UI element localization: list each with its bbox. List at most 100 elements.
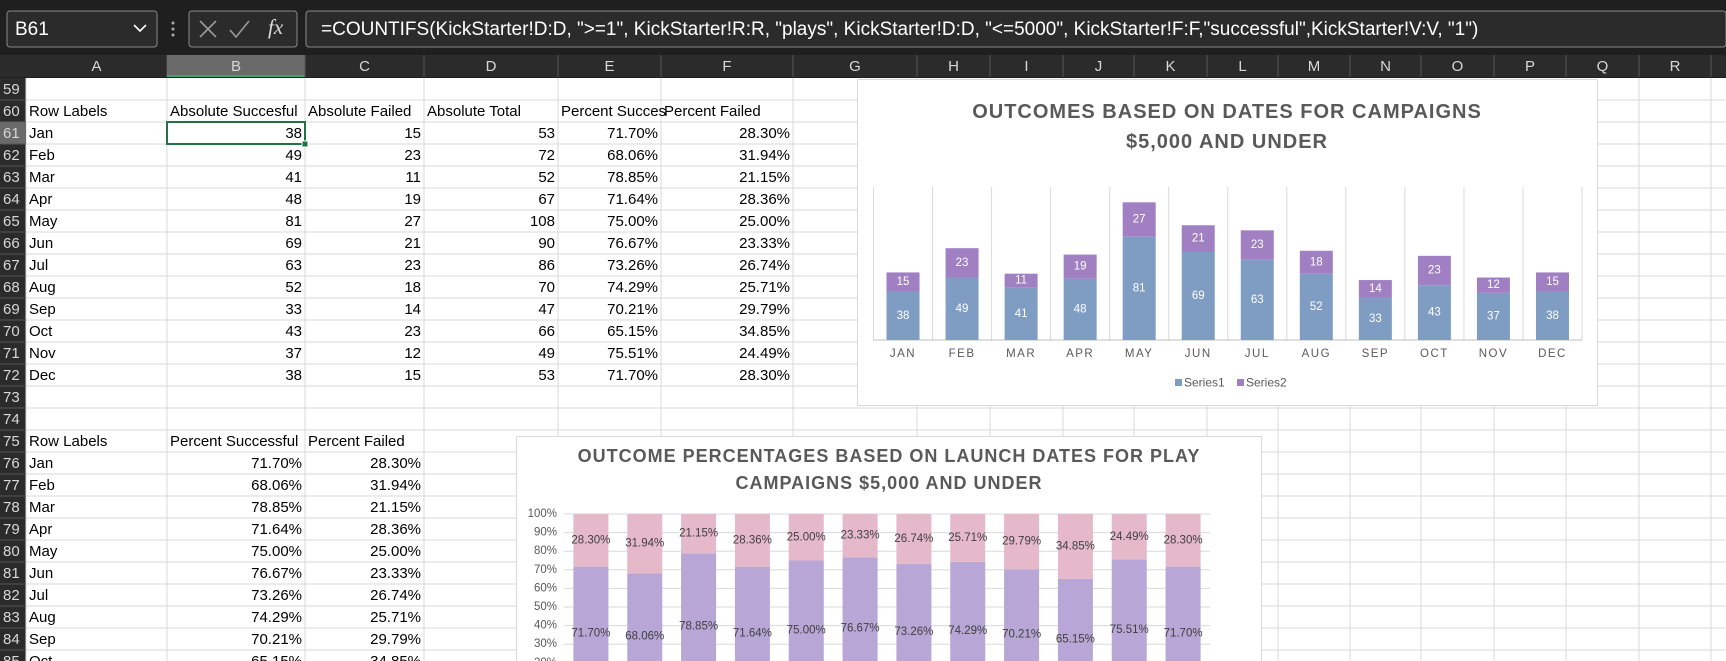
cell-text[interactable]: 26.74%: [370, 587, 421, 604]
cell-text[interactable]: Jun: [29, 235, 53, 252]
cell-text[interactable]: 28.30%: [370, 455, 421, 472]
cell-text[interactable]: 71.70%: [607, 125, 658, 142]
enter-icon[interactable]: [229, 20, 250, 39]
row-header[interactable]: 81: [3, 565, 20, 582]
cell-text[interactable]: 23: [404, 323, 421, 340]
cell-text[interactable]: 38: [285, 125, 302, 142]
row-header[interactable]: 60: [3, 103, 20, 120]
cell-text[interactable]: 23.33%: [739, 235, 790, 252]
cell-text[interactable]: 68.06%: [607, 147, 658, 164]
column-header[interactable]: M: [1308, 58, 1321, 75]
cell-text[interactable]: 69: [285, 235, 302, 252]
cell-text[interactable]: Jun: [29, 565, 53, 582]
row-header[interactable]: 80: [3, 543, 20, 560]
cell-text[interactable]: 31.94%: [370, 477, 421, 494]
cell-text[interactable]: 65.15%: [607, 323, 658, 340]
cell-text[interactable]: 78.85%: [607, 169, 658, 186]
cell-text[interactable]: 27: [404, 213, 421, 230]
selected-cell[interactable]: [166, 121, 306, 145]
cell-text[interactable]: 41: [285, 169, 302, 186]
cell-text[interactable]: Feb: [29, 477, 55, 494]
cell-text[interactable]: 47: [538, 301, 555, 318]
cell-text[interactable]: 75.51%: [607, 345, 658, 362]
cell-text[interactable]: 67: [538, 191, 555, 208]
column-header[interactable]: Q: [1597, 58, 1609, 75]
cell-text[interactable]: 25.00%: [739, 213, 790, 230]
cell-text[interactable]: Mar: [29, 499, 55, 516]
cell-text[interactable]: 29.79%: [370, 631, 421, 648]
cell-text[interactable]: 73.26%: [251, 587, 302, 604]
row-header[interactable]: 69: [3, 301, 20, 318]
cell-text[interactable]: Feb: [29, 147, 55, 164]
cell-text[interactable]: 90: [538, 235, 555, 252]
cell-text[interactable]: 18: [404, 279, 421, 296]
cell-text[interactable]: May: [29, 213, 58, 230]
cell-text[interactable]: Percent Successful: [170, 433, 298, 450]
cell-text[interactable]: 29.79%: [739, 301, 790, 318]
fx-icon[interactable]: fx: [268, 15, 284, 39]
cell-text[interactable]: 75.00%: [251, 543, 302, 560]
cell-text[interactable]: 28.36%: [739, 191, 790, 208]
cell-text[interactable]: 28.36%: [370, 521, 421, 538]
cell-text[interactable]: 71.70%: [251, 455, 302, 472]
row-header[interactable]: 85: [3, 653, 20, 661]
cell-text[interactable]: 26.74%: [739, 257, 790, 274]
cell-text[interactable]: 21.15%: [739, 169, 790, 186]
cell-text[interactable]: 28.30%: [739, 367, 790, 384]
cell-text[interactable]: Jul: [29, 587, 48, 604]
cell-text[interactable]: 31.94%: [739, 147, 790, 164]
cell-text[interactable]: 23: [404, 147, 421, 164]
column-header[interactable]: B: [231, 58, 241, 75]
cell-text[interactable]: 71.64%: [251, 521, 302, 538]
cell-text[interactable]: 21.15%: [370, 499, 421, 516]
cell-text[interactable]: Row Labels: [29, 433, 107, 450]
cell-text[interactable]: 15: [404, 125, 421, 142]
cell-text[interactable]: Percent Succes: [561, 103, 666, 120]
cell-text[interactable]: 72: [538, 147, 555, 164]
cell-text[interactable]: 49: [285, 147, 302, 164]
cell-text[interactable]: Sep: [29, 631, 56, 648]
cell-text[interactable]: 48: [285, 191, 302, 208]
cell-text[interactable]: 70: [538, 279, 555, 296]
cell-text[interactable]: Percent Failed: [664, 103, 761, 120]
cell-text[interactable]: Jan: [29, 125, 53, 142]
row-header[interactable]: 84: [3, 631, 20, 648]
cell-text[interactable]: 71.70%: [607, 367, 658, 384]
cell-text[interactable]: 52: [538, 169, 555, 186]
cell-text[interactable]: 53: [538, 125, 555, 142]
cell-text[interactable]: 74.29%: [251, 609, 302, 626]
cell-text[interactable]: Absolute Succesful: [170, 103, 298, 120]
row-header[interactable]: 68: [3, 279, 20, 296]
cell-text[interactable]: Mar: [29, 169, 55, 186]
cell-text[interactable]: 15: [404, 367, 421, 384]
column-header[interactable]: H: [948, 58, 959, 75]
row-header[interactable]: 76: [3, 455, 20, 472]
cell-text[interactable]: 53: [538, 367, 555, 384]
cell-text[interactable]: 73.26%: [607, 257, 658, 274]
row-header[interactable]: 74: [3, 411, 20, 428]
dropdown-icon[interactable]: [133, 24, 147, 33]
cell-text[interactable]: 75.00%: [607, 213, 658, 230]
cell-text[interactable]: 108: [530, 213, 555, 230]
row-header[interactable]: 72: [3, 367, 20, 384]
cell-text[interactable]: 76.67%: [251, 565, 302, 582]
row-header[interactable]: 59: [3, 81, 20, 98]
cell-text[interactable]: 19: [404, 191, 421, 208]
column-header[interactable]: A: [91, 58, 101, 75]
row-header[interactable]: 67: [3, 257, 20, 274]
name-box[interactable]: [6, 10, 158, 48]
column-header[interactable]: N: [1380, 58, 1391, 75]
cell-text[interactable]: 28.30%: [739, 125, 790, 142]
cell-text[interactable]: Jul: [29, 257, 48, 274]
cell-text[interactable]: 34.85%: [370, 653, 421, 661]
cell-text[interactable]: Percent Failed: [308, 433, 405, 450]
row-header[interactable]: 78: [3, 499, 20, 516]
cell-text[interactable]: 38: [285, 367, 302, 384]
column-header[interactable]: P: [1525, 58, 1535, 75]
cell-text[interactable]: 43: [285, 323, 302, 340]
cell-text[interactable]: 37: [285, 345, 302, 362]
cell-text[interactable]: 21: [404, 235, 421, 252]
cell-text[interactable]: 25.71%: [370, 609, 421, 626]
column-header[interactable]: C: [359, 58, 370, 75]
cell-text[interactable]: Absolute Failed: [308, 103, 411, 120]
